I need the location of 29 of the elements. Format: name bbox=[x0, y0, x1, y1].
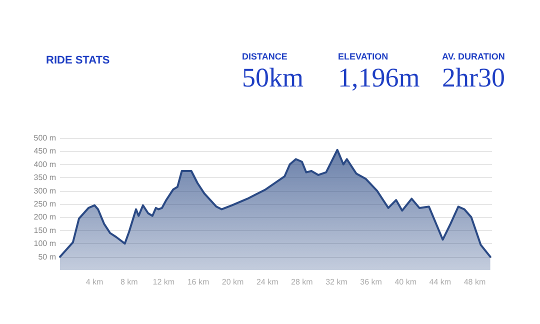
x-tick-label: 24 km bbox=[256, 278, 279, 286]
chart-title: RIDE STATS bbox=[46, 54, 110, 66]
y-tick-label: 100 m bbox=[34, 239, 56, 248]
y-tick-label: 450 m bbox=[34, 146, 56, 156]
y-tick-label: 350 m bbox=[34, 173, 56, 182]
x-tick-label: 28 km bbox=[291, 278, 314, 286]
y-tick-label: 500 m bbox=[34, 134, 56, 142]
y-tick-label: 50 m bbox=[38, 252, 56, 262]
x-tick-label: 44 km bbox=[429, 278, 452, 286]
text: 50km bbox=[242, 62, 304, 92]
text: 1,196m bbox=[338, 62, 420, 92]
x-tick-label: 48 km bbox=[464, 278, 486, 286]
y-tick-label: 400 m bbox=[34, 160, 56, 169]
x-tick-label: 4 km bbox=[86, 278, 104, 286]
text: ELEVATION bbox=[338, 52, 388, 62]
y-tick-label: 150 m bbox=[34, 226, 56, 235]
x-tick-label: 16 km bbox=[187, 278, 210, 286]
text: AV. DURATION bbox=[442, 52, 505, 62]
text: 2hr30 bbox=[442, 62, 505, 92]
y-tick-label: 300 m bbox=[34, 186, 56, 196]
x-tick-label: 20 km bbox=[222, 278, 244, 286]
x-tick-label: 12 km bbox=[152, 278, 175, 286]
text: DISTANCE bbox=[242, 52, 288, 62]
y-tick-label: 200 m bbox=[34, 212, 56, 222]
x-tick-label: 8 km bbox=[120, 278, 138, 286]
x-tick-label: 36 km bbox=[360, 278, 382, 286]
y-tick-label: 250 m bbox=[34, 200, 56, 208]
x-tick-label: 32 km bbox=[326, 278, 348, 286]
x-tick-label: 40 km bbox=[394, 278, 417, 286]
